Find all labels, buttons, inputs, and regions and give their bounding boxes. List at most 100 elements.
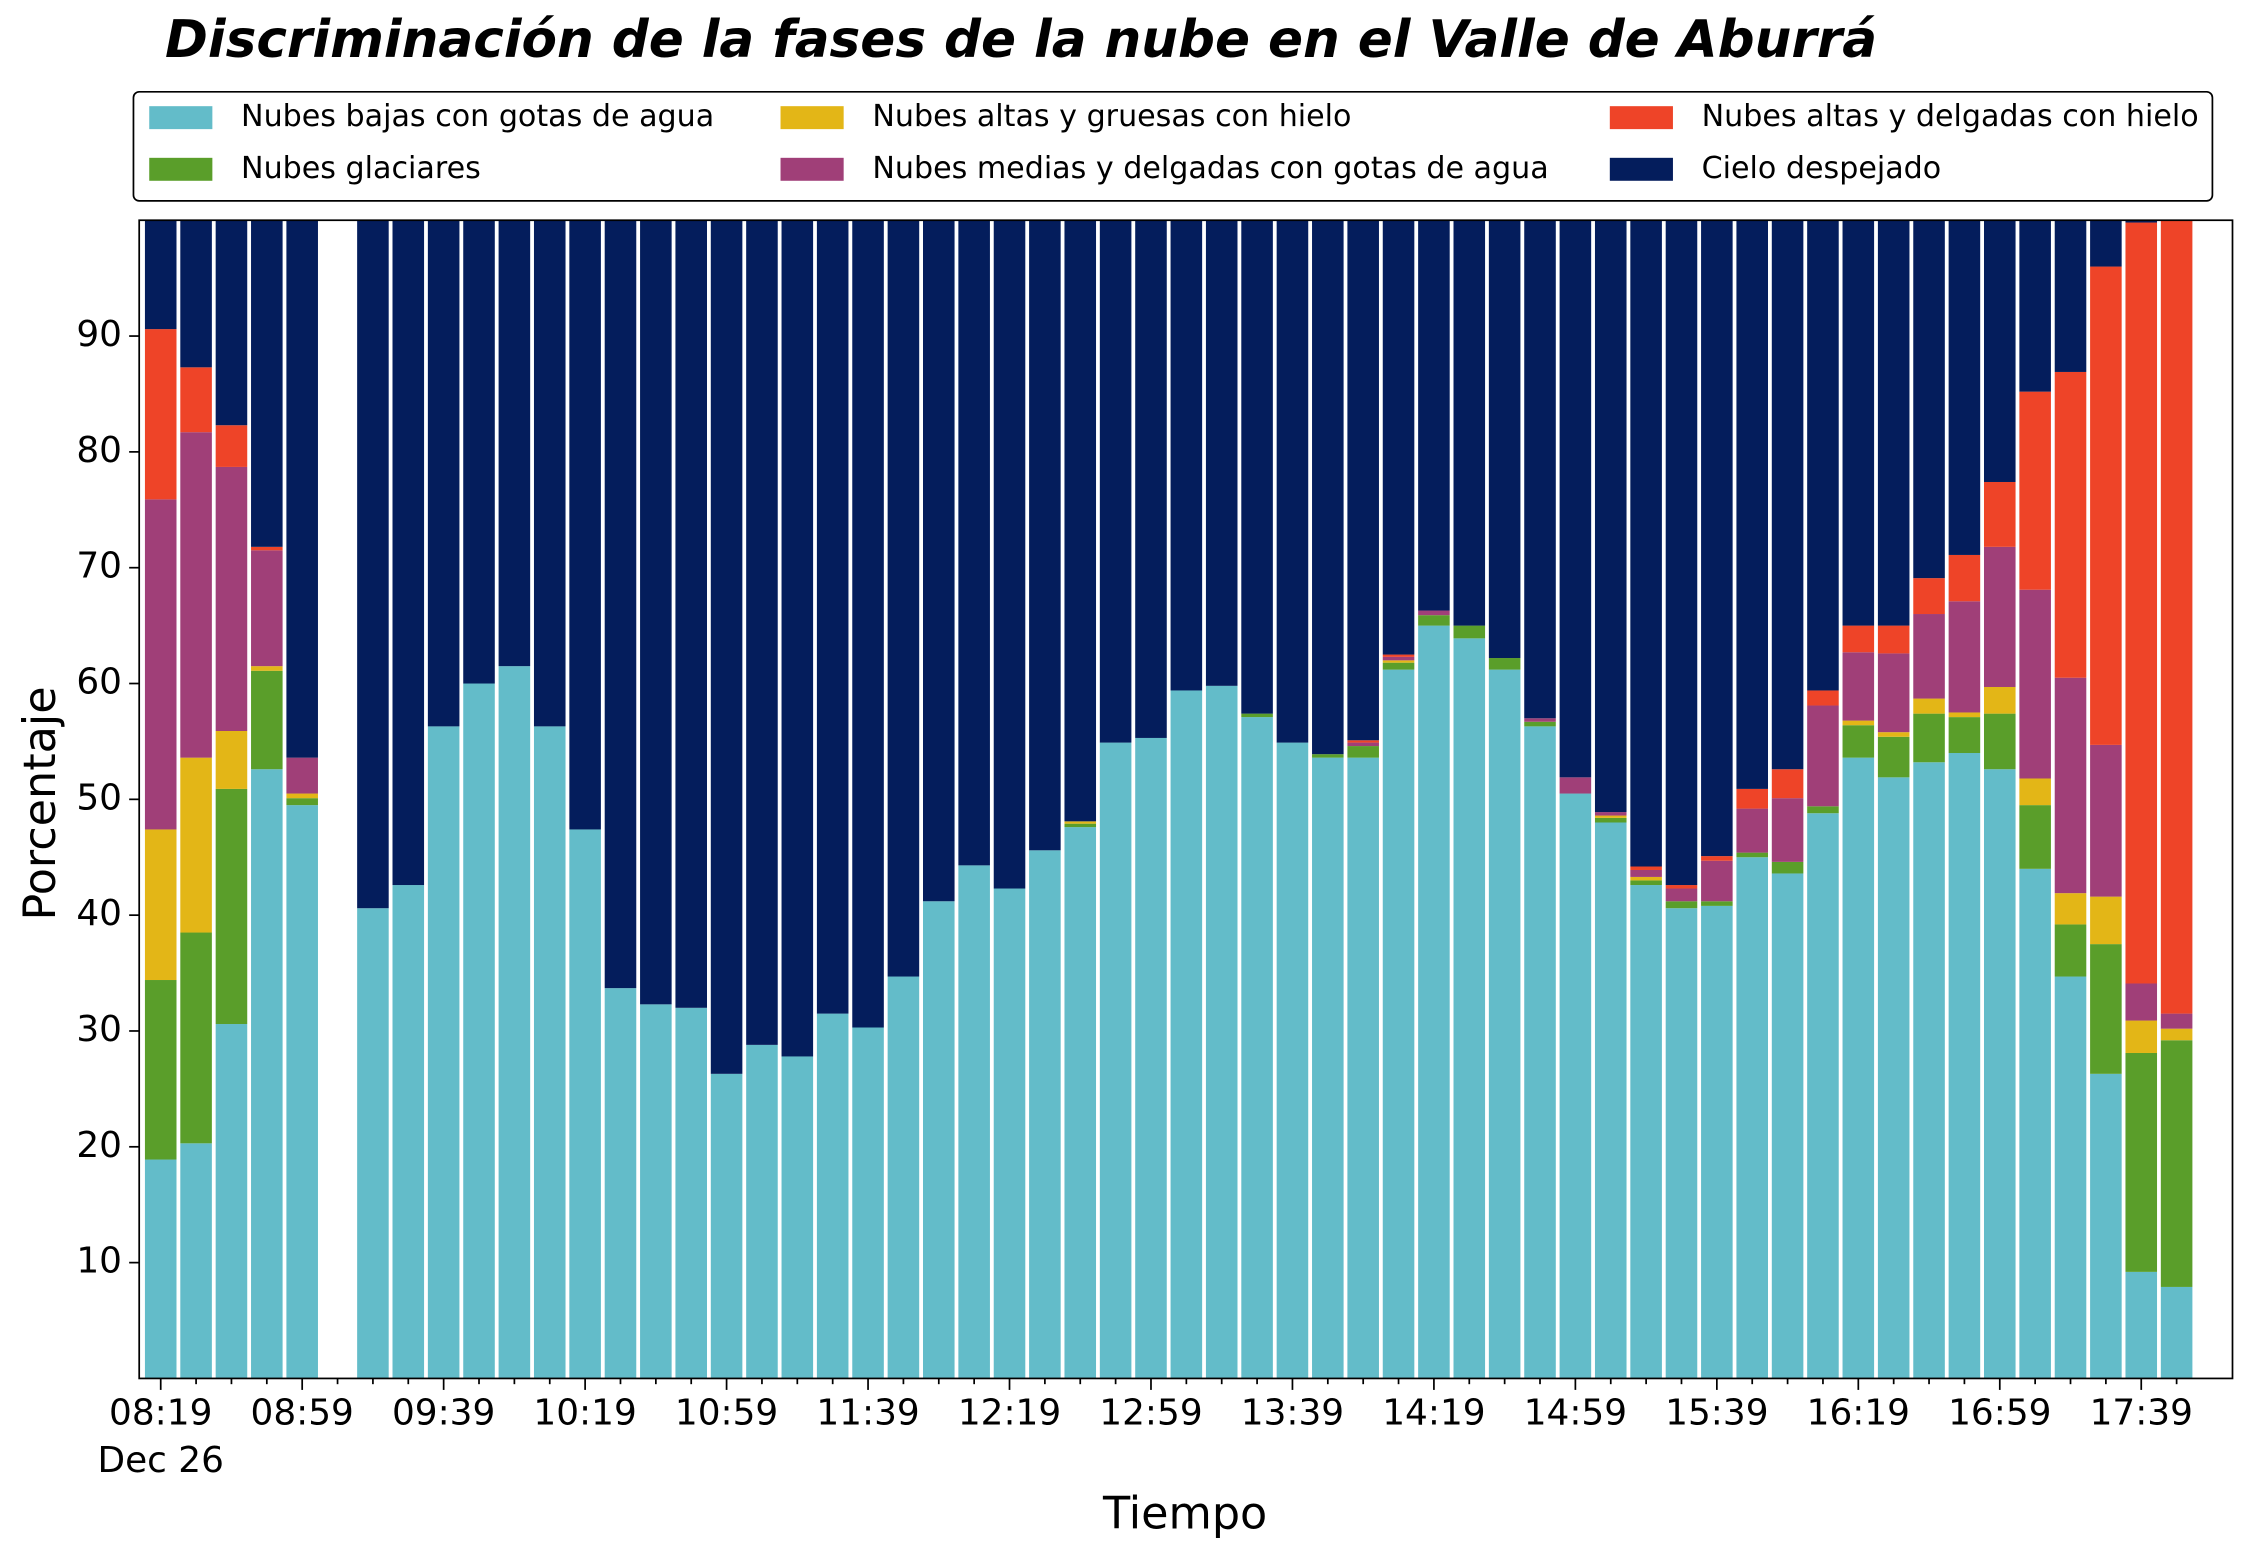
bar-segment [2125,1052,2158,1272]
bar-segment [1842,220,1875,626]
x-tick-label: 12:19 [958,1392,1061,1433]
bar-segment [2125,222,2158,984]
bar-segment [1064,821,1097,824]
legend-label: Nubes bajas con gotas de agua [241,99,714,134]
x-tick-label: 09:39 [392,1392,495,1433]
bar-segment [357,908,389,1379]
bar-segment [1630,876,1662,881]
bar-segment [1842,725,1875,758]
bar-segment [1877,220,1910,626]
y-tick-label: 90 [76,314,122,355]
bar-segment [993,220,1026,889]
legend-swatch [149,106,213,130]
bar-segment [1630,866,1662,870]
bar-segment [1807,813,1839,1379]
bar-segment [144,329,177,500]
bar-segment [2054,924,2087,977]
legend-label: Cielo despejado [1702,151,1942,186]
bar-segment [887,220,920,977]
bar-segment [1701,860,1733,902]
bar-segment [993,888,1026,1379]
bar-segment [1347,742,1379,747]
bar-segment [675,220,707,1008]
bar-segment [1630,885,1662,1379]
x-tick-label: 14:19 [1382,1392,1485,1433]
x-axis-label: Tiempo [1102,1489,1267,1540]
bar-segment [923,220,955,902]
bar-segment [781,1056,814,1379]
bar-segment [1524,726,1556,1379]
bar-segment [2054,220,2087,372]
bar-segment [286,220,318,758]
bar-segment [816,1013,849,1379]
bar-segment [1453,625,1486,639]
bar-segment [1099,742,1132,1379]
bar-segment [251,220,283,547]
bar-segment [958,865,990,1379]
bar-segment [1877,653,1910,733]
bar-segment [640,220,672,1005]
bar-segment [215,788,248,1025]
bar-segment [1665,908,1698,1379]
bar-segment [498,666,531,1379]
legend-swatch [1609,157,1673,181]
bar-segment [144,220,177,330]
bar-segment [710,1073,743,1379]
bar-segment [1488,669,1521,1379]
bar-segment [1771,220,1804,770]
bar-segment [144,980,177,1160]
bar-segment [2019,778,2051,806]
bar-segment [427,220,460,727]
bar-segment [357,220,389,909]
bar-segment [569,829,601,1379]
bar-segment [1559,220,1592,778]
bar-segment [1382,220,1415,655]
bar-segment [1630,869,1662,877]
bar-segment [2125,1271,2158,1379]
bar-segment [1665,888,1698,902]
bar-segment [923,901,955,1379]
bar-segment [1913,762,1945,1379]
bar-segment [1347,757,1379,1379]
bar-segment [1135,220,1167,738]
bar-segment [1842,757,1875,1379]
bar-segment [1948,717,1981,754]
bar-segment [1594,815,1627,818]
bar-segment [1170,220,1203,691]
bar-segment [1488,220,1521,659]
bar-segment [1382,669,1415,1379]
bar-segment [1170,690,1203,1379]
bar-segment [1135,737,1167,1379]
bar-segment [746,220,778,1045]
bar-segment [144,829,177,981]
bar-segment [1701,905,1733,1379]
bar-segment [1948,554,1981,602]
bar-segment [215,220,248,426]
bar-segment [498,220,531,667]
bar-segment [1347,740,1379,743]
bar-segment [2019,589,2051,779]
x-tick-label: 16:59 [1948,1392,2051,1433]
bar-segment [1559,793,1592,1379]
bar-segment [533,726,566,1379]
bar-segment [604,220,637,989]
bar-segment [1983,686,2016,714]
y-tick-label: 60 [76,662,122,703]
bar-segment [1029,220,1061,851]
bar-segment [781,220,814,1057]
bar-segment [2125,983,2158,1021]
y-tick-label: 80 [76,430,122,471]
y-tick-label: 70 [76,546,122,587]
bar-segment [1701,901,1733,906]
bar-segment [2090,744,2122,897]
bar-segment [1877,732,1910,737]
bar-segment [1877,777,1910,1379]
bar-segment [1453,638,1486,1379]
bar-segment [1312,754,1344,758]
bar-segment [1913,578,1945,615]
x-tick-label: 10:19 [533,1392,636,1433]
x-tick-label: 08:59 [251,1392,354,1433]
bar-segment [180,932,212,1144]
bar-segment [2054,893,2087,925]
